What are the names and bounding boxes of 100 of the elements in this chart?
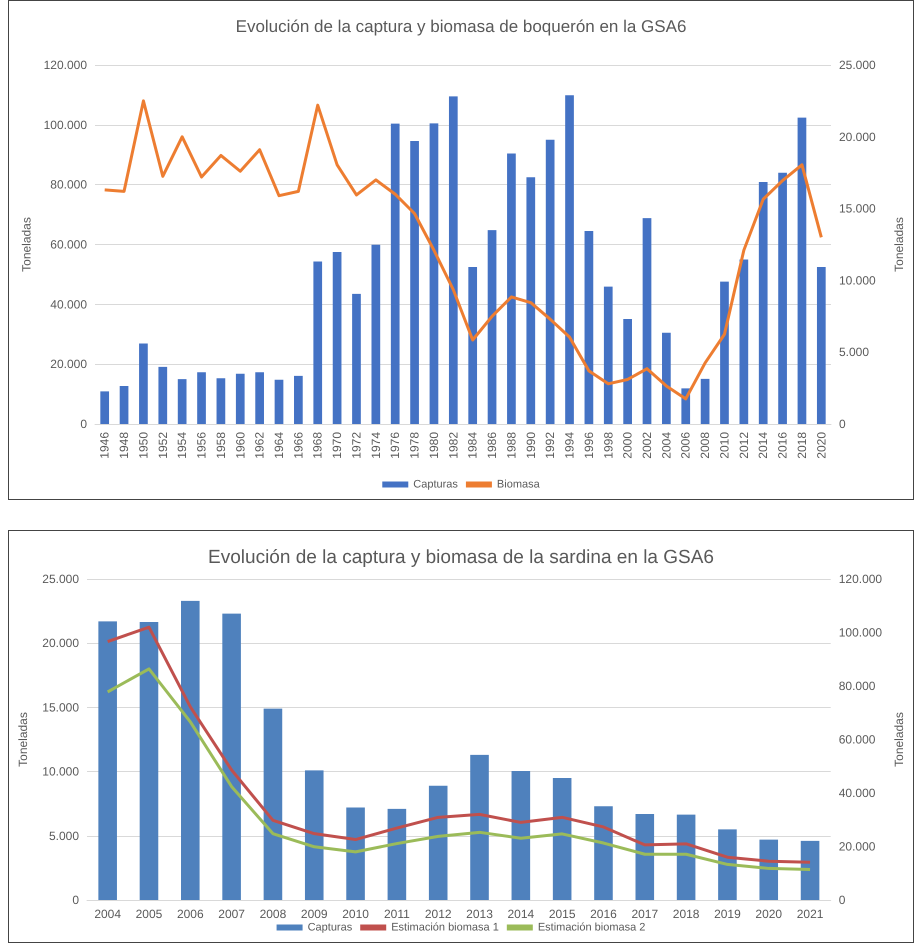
x-tick-label: 2016 <box>590 907 618 921</box>
y2-tick-label: 25.000 <box>839 58 876 72</box>
bar <box>197 372 206 424</box>
bar <box>758 182 768 424</box>
y2-tick-label: 0 <box>839 417 846 431</box>
x-tick-label: 2007 <box>218 907 246 921</box>
bar <box>371 244 380 424</box>
x-tick-label: 2009 <box>300 907 328 921</box>
bar <box>565 95 574 424</box>
legend-label: Capturas <box>413 478 458 490</box>
x-tick-label: 2002 <box>640 432 654 459</box>
x-tick-label: 1982 <box>446 432 460 459</box>
x-tick-label: 2011 <box>384 907 410 921</box>
x-tick-label: 2008 <box>260 907 287 921</box>
x-tick-label: 2004 <box>94 907 122 921</box>
legend-label: Estimación biomasa 1 <box>391 922 499 934</box>
y2-tick-label: 10.000 <box>839 273 876 288</box>
x-tick-label: 2016 <box>776 432 790 459</box>
x-tick-label: 1952 <box>156 432 170 459</box>
bar <box>552 778 572 900</box>
line-series <box>106 667 812 872</box>
chart-title: Evolución de la captura y biomasa de boquerón en la GSA6 <box>236 17 686 36</box>
bar <box>346 808 365 900</box>
x-tick-label: 2006 <box>176 907 204 921</box>
legend-label: Capturas <box>308 922 353 934</box>
x-tick-label: 1980 <box>426 432 441 459</box>
bar <box>139 344 148 424</box>
y2-tick-label: 20.000 <box>839 130 876 144</box>
x-tick-label: 2006 <box>678 432 693 459</box>
bar <box>178 379 187 424</box>
y-axis-title: Toneladas <box>20 217 34 272</box>
x-tick-label: 2008 <box>698 432 712 459</box>
y-tick-label: 100.000 <box>44 118 88 132</box>
y-tick-label: 40.000 <box>50 297 88 312</box>
y2-axis-title: Toneladas <box>892 217 906 272</box>
bar <box>98 621 117 900</box>
bar <box>332 252 342 424</box>
x-tick-label: 2020 <box>755 907 782 921</box>
x-tick-label: 2014 <box>507 907 535 921</box>
bar <box>546 140 555 424</box>
bar <box>623 318 632 424</box>
bar <box>352 294 361 424</box>
x-tick-label: 2005 <box>136 907 163 921</box>
x-tick-label: 2019 <box>714 907 742 921</box>
y-tick-label: 0 <box>72 893 80 907</box>
x-tick-label: 1970 <box>330 432 344 459</box>
bar <box>720 282 729 424</box>
x-tick-label: 2018 <box>794 432 809 459</box>
bar <box>430 123 438 424</box>
bar <box>604 286 613 424</box>
x-tick-label: 2012 <box>424 907 452 921</box>
y-tick-label: 20.000 <box>42 636 80 650</box>
bar <box>181 600 200 900</box>
bar <box>718 829 737 900</box>
y-tick-label: 5.000 <box>48 828 80 843</box>
y2-tick-label: 40.000 <box>838 786 876 800</box>
bar <box>676 814 696 900</box>
bar <box>468 266 478 424</box>
x-tick-label: 1992 <box>543 432 558 459</box>
x-tick-label: 1946 <box>98 432 112 459</box>
y-axis-title: Toneladas <box>16 712 30 767</box>
x-tick-label: 2014 <box>756 432 770 459</box>
y-tick-label: 20.000 <box>50 357 88 372</box>
x-tick-label: 2018 <box>672 907 700 921</box>
bar <box>236 374 245 424</box>
y-tick-label: 15.000 <box>42 700 80 714</box>
x-tick-label: 1988 <box>504 432 518 459</box>
line-series <box>103 99 823 400</box>
bar <box>222 614 241 900</box>
y2-tick-label: 60.000 <box>838 732 876 746</box>
y2-tick-label: 20.000 <box>838 840 876 854</box>
bar <box>448 96 458 424</box>
bar <box>294 376 303 424</box>
x-tick-label: 1978 <box>408 432 422 459</box>
bar <box>512 770 530 900</box>
legend-label: Biomasa <box>496 478 541 490</box>
bar <box>140 622 158 900</box>
y2-tick-label: 100.000 <box>838 626 882 640</box>
bar <box>158 366 168 424</box>
bar <box>255 372 264 424</box>
bar <box>264 708 282 900</box>
x-tick-label: 2010 <box>342 907 370 921</box>
y2-tick-label: 120.000 <box>838 572 882 586</box>
x-tick-label: 2000 <box>620 432 635 459</box>
x-tick-label: 2010 <box>717 432 732 459</box>
x-tick-label: 2012 <box>736 432 751 459</box>
bar <box>739 259 748 424</box>
bar <box>388 808 406 900</box>
x-tick-label: 1962 <box>252 432 267 459</box>
x-tick-label: 2004 <box>659 432 674 459</box>
x-tick-label: 1986 <box>485 432 500 459</box>
bar <box>216 378 226 424</box>
x-tick-label: 1990 <box>524 432 538 459</box>
bar <box>313 262 322 424</box>
bar <box>304 770 324 900</box>
y2-tick-label: 15.000 <box>839 202 876 216</box>
bar <box>100 391 110 424</box>
y-tick-label: 120.000 <box>44 58 88 72</box>
y-tick-label: 80.000 <box>50 178 88 192</box>
x-tick-label: 2020 <box>814 432 828 459</box>
